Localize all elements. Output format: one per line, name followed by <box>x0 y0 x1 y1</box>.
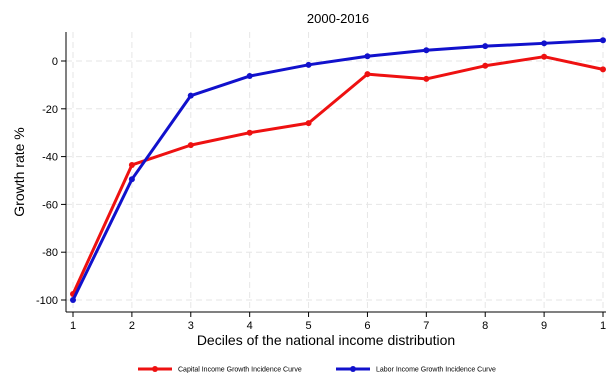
x-tick-label: 2 <box>129 320 135 332</box>
data-point <box>482 62 489 69</box>
data-point <box>187 92 194 99</box>
data-point <box>187 142 194 149</box>
legend-swatch-marker <box>350 366 356 372</box>
y-tick-label: -60 <box>42 199 58 211</box>
data-point <box>600 37 606 44</box>
data-point <box>305 120 312 127</box>
legend: Capital Income Growth Incidence Curve Lab… <box>138 366 496 373</box>
data-point <box>128 161 135 168</box>
legend-item-1: Capital Income Growth Incidence Curve <box>138 366 302 373</box>
y-tick-label: -80 <box>42 247 58 259</box>
x-axis-title: Deciles of the national income distribut… <box>197 332 455 348</box>
series-1 <box>70 53 606 298</box>
x-tick-label: 1 <box>600 320 606 332</box>
data-point <box>246 129 253 136</box>
x-tick-label: 6 <box>364 320 370 332</box>
series-layer <box>70 37 606 303</box>
series-line <box>71 55 604 295</box>
data-point <box>246 73 253 80</box>
legend-label: Labor Income Growth Incidence Curve <box>376 367 496 373</box>
y-tick-label: -20 <box>42 104 58 116</box>
data-point <box>600 66 606 73</box>
legend-label: Capital Income Growth Incidence Curve <box>178 367 302 373</box>
series-2 <box>70 37 606 303</box>
x-tick-label: 8 <box>482 320 488 332</box>
y-tick-label: -100 <box>36 295 58 307</box>
series-line <box>71 38 604 301</box>
data-point <box>541 40 548 47</box>
legend-item-2: Labor Income Growth Incidence Curve <box>336 366 496 373</box>
legend-swatch-marker <box>152 366 158 372</box>
data-point <box>128 176 135 183</box>
y-tick-label: -40 <box>42 152 58 164</box>
x-tick-label: 1 <box>70 320 76 332</box>
chart-title: 2000-2016 <box>307 11 369 26</box>
data-point <box>423 47 430 54</box>
y-axis-ticks: 0 -20 -40 -60 -80 -100 <box>36 56 66 307</box>
data-point <box>541 53 548 60</box>
x-tick-label: 4 <box>247 320 253 332</box>
y-axis-title: Growth rate % <box>11 127 27 216</box>
data-point <box>423 75 430 82</box>
data-point <box>482 43 489 50</box>
x-tick-label: 9 <box>541 320 547 332</box>
data-point <box>364 53 371 60</box>
data-point <box>70 297 76 303</box>
data-point <box>305 61 312 68</box>
x-axis-ticks: 1 2 3 4 5 6 7 8 9 1 <box>70 312 606 332</box>
y-tick-label: 0 <box>52 56 58 68</box>
x-tick-label: 3 <box>188 320 194 332</box>
data-point <box>364 71 371 78</box>
grid-lines <box>66 32 606 312</box>
x-tick-label: 7 <box>423 320 429 332</box>
x-tick-label: 5 <box>305 320 311 332</box>
